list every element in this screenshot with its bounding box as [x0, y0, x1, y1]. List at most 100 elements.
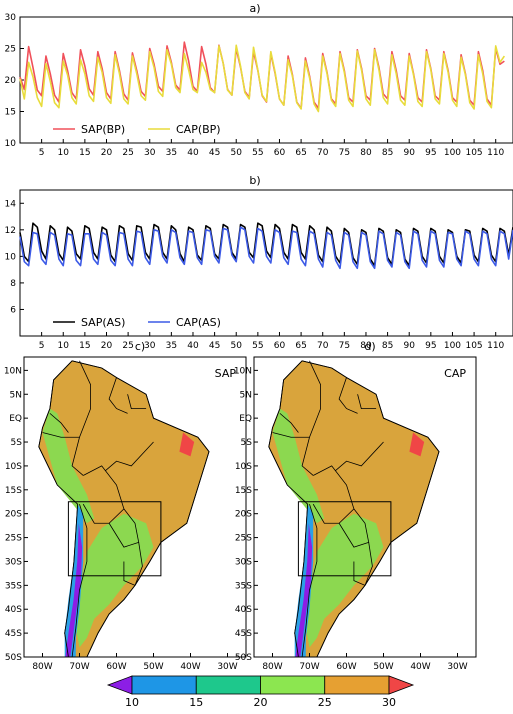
lat-tick-label: 45S — [5, 629, 22, 639]
x-tick-label: 30 — [144, 148, 156, 158]
colorbar-segment — [324, 675, 390, 695]
x-tick-label: 85 — [382, 341, 393, 351]
lat-tick-label: 10S — [235, 462, 252, 472]
x-tick-label: 25 — [122, 341, 133, 351]
x-tick-label: 55 — [252, 341, 263, 351]
lat-tick-label: 15S — [5, 486, 22, 496]
colorbar-min-arrow — [106, 675, 133, 695]
colorbar-segment — [195, 675, 261, 695]
lat-tick-label: 5N — [240, 390, 252, 400]
x-tick-label: 25 — [122, 148, 133, 158]
x-tick-label: 85 — [382, 148, 393, 158]
x-tick-label: 50 — [231, 341, 243, 351]
series-line-cap-bp- — [19, 44, 506, 113]
lon-tick-label: 40W — [180, 662, 200, 672]
x-tick-label: 60 — [274, 341, 286, 351]
andes-north-region — [42, 408, 95, 524]
series-line-sap-as- — [19, 222, 513, 267]
x-tick-label: 30 — [144, 341, 156, 351]
lat-tick-label: 35S — [235, 581, 252, 591]
lat-tick-label: 30S — [235, 557, 252, 567]
lat-tick-label: 10N — [234, 366, 252, 376]
x-tick-label: 5 — [39, 341, 45, 351]
colorbar-label: 15 — [189, 696, 203, 709]
plot-frame — [19, 16, 513, 144]
lon-tick-label: 50W — [373, 662, 393, 672]
panel-c-title: c) — [135, 340, 145, 353]
map-content — [38, 360, 210, 657]
lon-tick-label: 30W — [447, 662, 467, 672]
y-tick-label: 15 — [5, 108, 16, 118]
map-label: SAP — [215, 367, 237, 380]
x-tick-label: 105 — [465, 341, 482, 351]
map-label: CAP — [444, 367, 466, 380]
map-content — [268, 360, 440, 657]
x-tick-label: 10 — [58, 148, 70, 158]
lon-tick-label: 70W — [69, 662, 89, 672]
x-tick-label: 95 — [425, 148, 436, 158]
x-tick-label: 50 — [231, 148, 243, 158]
lon-tick-label: 40W — [410, 662, 430, 672]
x-tick-label: 80 — [360, 341, 372, 351]
lat-tick-label: 40S — [235, 605, 252, 615]
lat-tick-label: 35S — [5, 581, 22, 591]
country-border — [338, 377, 358, 414]
x-tick-label: 100 — [444, 148, 461, 158]
x-tick-label: 75 — [339, 341, 350, 351]
country-border — [49, 413, 69, 433]
colorbar-max-arrow — [388, 675, 415, 695]
lon-tick-label: 60W — [106, 662, 126, 672]
x-tick-label: 15 — [79, 341, 90, 351]
hot-spot — [179, 432, 195, 457]
x-tick-label: 35 — [166, 341, 177, 351]
lon-tick-label: 30W — [217, 662, 237, 672]
series-line-cap-as- — [19, 226, 513, 270]
map-frame — [253, 356, 477, 658]
colorbar-label: 20 — [254, 696, 268, 709]
andes-high-region — [295, 523, 313, 657]
y-tick-label: 30 — [5, 13, 17, 23]
lon-tick-label: 80W — [32, 662, 52, 672]
lat-tick-label: 5S — [241, 438, 253, 448]
country-border — [42, 432, 80, 438]
x-tick-label: 20 — [101, 148, 113, 158]
lat-tick-label: EQ — [239, 414, 252, 424]
x-tick-label: 20 — [101, 341, 113, 351]
lat-tick-label: 30S — [5, 557, 22, 567]
y-tick-label: 6 — [10, 305, 16, 315]
lon-tick-label: 70W — [299, 662, 319, 672]
y-tick-label: 10 — [5, 139, 17, 149]
country-border — [335, 441, 384, 471]
x-tick-label: 80 — [360, 148, 372, 158]
country-border — [357, 394, 377, 409]
lat-tick-label: 50S — [5, 653, 22, 663]
panel-d-title: d) — [364, 340, 375, 353]
x-tick-label: 10 — [58, 341, 70, 351]
x-tick-label: 15 — [79, 148, 90, 158]
country-border — [272, 432, 310, 438]
colorbar-segment — [260, 675, 326, 695]
lat-tick-label: 45S — [235, 629, 252, 639]
country-border — [71, 360, 91, 476]
legend-label: SAP(BP) — [81, 123, 125, 136]
x-tick-label: 60 — [274, 148, 286, 158]
x-tick-label: 70 — [317, 148, 329, 158]
y-tick-label: 20 — [5, 76, 17, 86]
x-tick-label: 100 — [444, 341, 461, 351]
chart-b: 5 10 15 20 25 30 35 40 45 50 55 60 65 70 75 80 85 90 95 100… — [5, 189, 513, 351]
x-tick-label: 105 — [465, 148, 482, 158]
colorbar-segment — [131, 675, 197, 695]
green-region — [75, 513, 154, 648]
x-tick-label: 65 — [295, 341, 306, 351]
lat-tick-label: 20S — [5, 510, 22, 520]
x-tick-label: 95 — [425, 341, 436, 351]
y-tick-label: 12 — [5, 226, 16, 236]
panel-b-title: b) — [249, 174, 260, 187]
lat-tick-label: 15S — [235, 486, 252, 496]
plot-frame — [19, 189, 513, 337]
study-region-box — [67, 501, 162, 577]
x-tick-label: 45 — [209, 148, 220, 158]
x-tick-label: 40 — [187, 341, 199, 351]
country-border — [301, 360, 322, 476]
